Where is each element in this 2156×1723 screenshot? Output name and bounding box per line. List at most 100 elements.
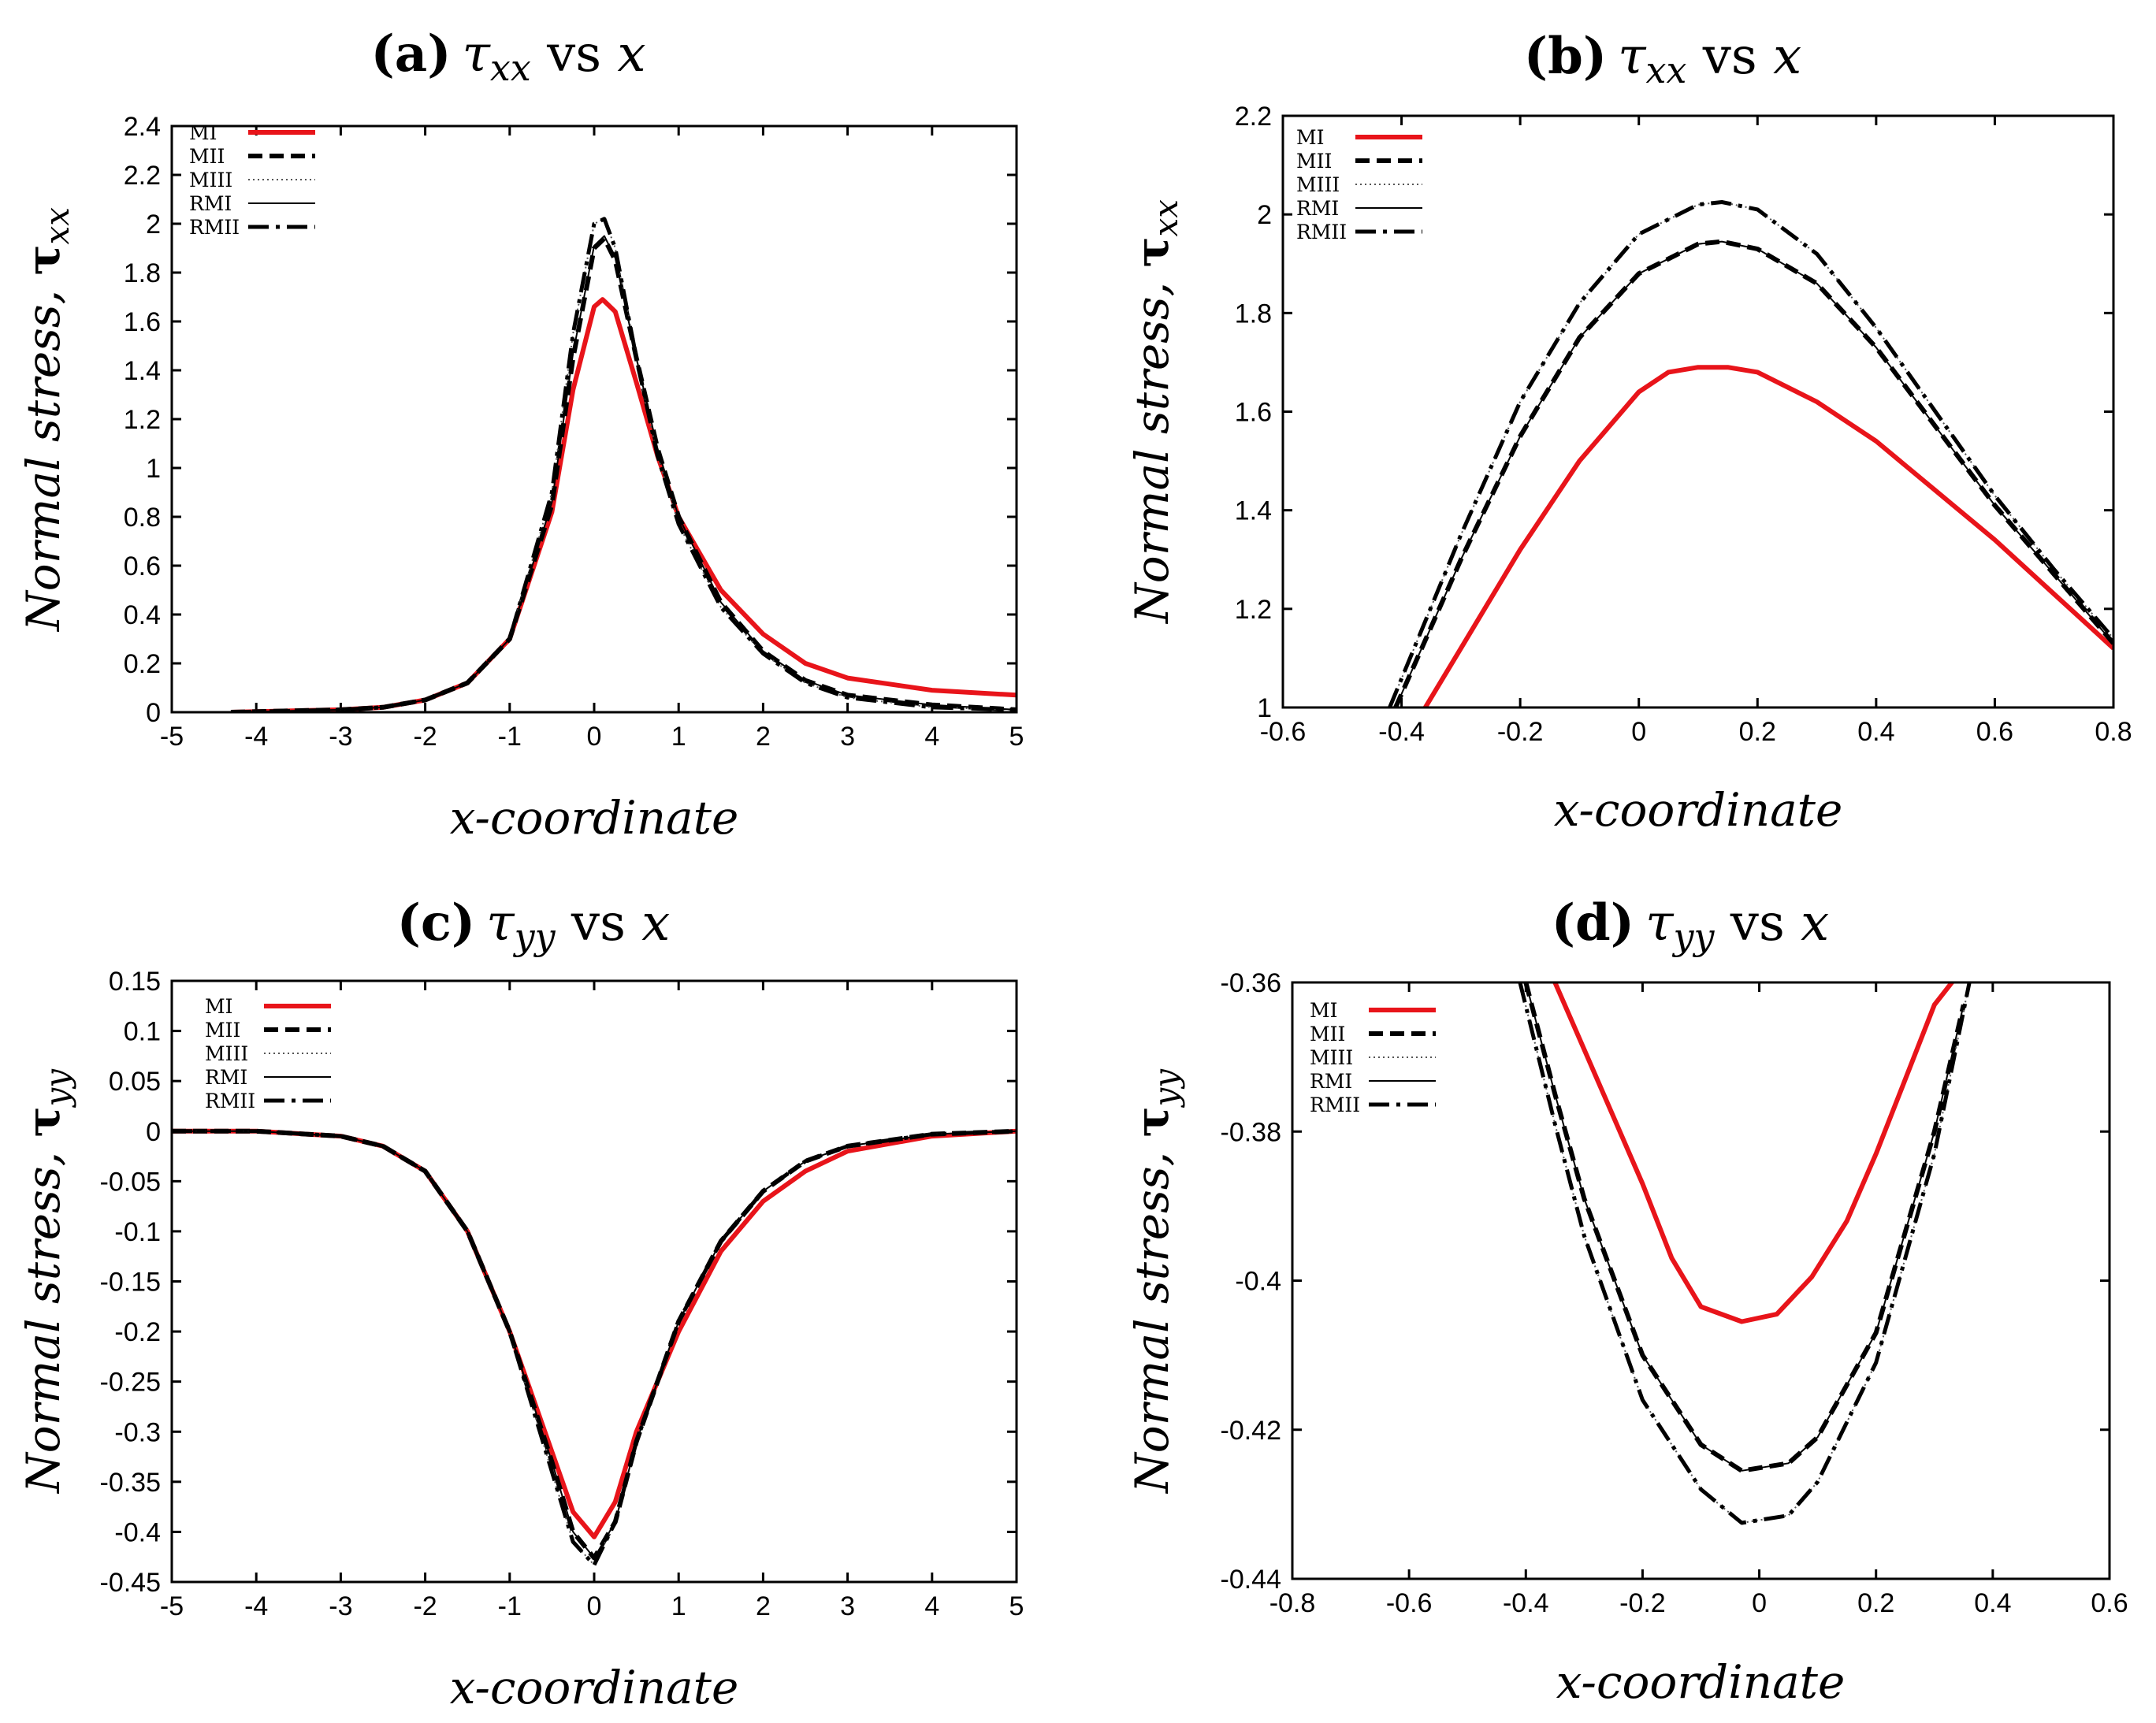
- series-line-mi: [1552, 982, 1955, 1324]
- panel-c: (c) τyy vs x -5 -4 -3 -2 -1 0 1 2 3 4 5 -0.45 -0.4 -0.3…: [17, 893, 1024, 1714]
- series-line-mi: [172, 1128, 1017, 1539]
- y-tick-label: 1.4: [124, 356, 161, 386]
- x-tick-label: 4: [924, 722, 939, 752]
- legend-label: MII: [1296, 150, 1332, 173]
- y-axis-label: Normal stress, τyy: [17, 1068, 76, 1495]
- legend-label: RMI: [205, 1066, 247, 1089]
- x-tick-label: 1: [671, 722, 686, 752]
- y-tick-label: 1.2: [124, 405, 161, 435]
- y-tick-label: -0.42: [1221, 1416, 1282, 1446]
- y-tick-label: 0.1: [124, 1017, 161, 1047]
- panel-title: (c) τyy vs x: [397, 893, 671, 958]
- panel-a: (a) τxx vs x -5 -4 -3 -2 -1 0 1 2 3 4 5 0 0.2 0.4 0.6 0.8…: [17, 24, 1024, 845]
- legend-label: RMII: [1296, 221, 1347, 243]
- x-axis-label: x-coordinate: [450, 1661, 739, 1714]
- x-tick-label: 2: [756, 1591, 771, 1621]
- series-line-rmi: [1395, 240, 2113, 707]
- y-tick-label: 2.2: [1235, 102, 1272, 132]
- y-tick-label: -0.1: [114, 1217, 161, 1247]
- y-tick-label: -0.36: [1221, 968, 1282, 998]
- legend-label: RMI: [1296, 197, 1339, 220]
- y-tick-label: 0.8: [124, 503, 161, 533]
- y-tick-label: -0.35: [100, 1468, 162, 1498]
- x-tick-label: 3: [840, 722, 855, 752]
- y-tick-label: 0.4: [124, 600, 161, 630]
- x-tick-label: -0.8: [1269, 1588, 1316, 1618]
- x-tick-label: 1: [671, 1591, 686, 1621]
- x-tick-label: -0.6: [1260, 717, 1307, 747]
- plot-frame: [1281, 114, 2115, 709]
- series-line-mii: [230, 236, 1017, 712]
- x-tick-label: 0.4: [1974, 1588, 2011, 1618]
- panel-title: (b) τxx vs x: [1524, 27, 1801, 91]
- series-line-rmii: [230, 217, 1017, 712]
- y-tick-label: -0.15: [100, 1268, 162, 1298]
- x-tick-label: -5: [160, 1591, 184, 1621]
- x-tick-label: -0.6: [1386, 1588, 1433, 1618]
- y-tick-label: -0.3: [114, 1417, 161, 1447]
- x-tick-label: -4: [244, 722, 268, 752]
- legend-label: RMII: [189, 216, 240, 239]
- y-tick-label: 1.8: [1235, 299, 1272, 329]
- series-line-mi: [230, 297, 1017, 712]
- x-axis-label: x-coordinate: [450, 791, 739, 845]
- series-line-rmi: [172, 1130, 1017, 1559]
- panel-title: (a) τxx vs x: [370, 24, 645, 89]
- legend-label: RMII: [1310, 1094, 1360, 1116]
- x-tick-label: -0.2: [1497, 717, 1544, 747]
- y-tick-label: -0.4: [114, 1517, 161, 1547]
- series-line-rmii: [1388, 200, 2113, 707]
- x-tick-label: -0.2: [1619, 1588, 1666, 1618]
- y-tick-label: -0.44: [1221, 1565, 1282, 1595]
- x-tick-label: -5: [160, 722, 184, 752]
- x-tick-label: 0.2: [1739, 717, 1776, 747]
- x-tick-label: 0.6: [1976, 717, 2013, 747]
- y-axis-label: Normal stress, τxx: [1125, 199, 1185, 625]
- x-tick-label: 5: [1009, 722, 1024, 752]
- legend-label: MII: [1310, 1023, 1345, 1045]
- y-tick-label: 0.05: [109, 1067, 161, 1097]
- legend-label: MIII: [205, 1042, 248, 1065]
- legend-label: MIII: [1310, 1046, 1353, 1069]
- y-tick-label: 0.6: [124, 551, 161, 581]
- x-tick-label: 0.2: [1857, 1588, 1894, 1618]
- series-line-rmii: [1518, 982, 1972, 1525]
- y-tick-label: -0.25: [100, 1368, 162, 1398]
- y-tick-label: 1.4: [1235, 496, 1272, 526]
- series-line-rmi: [1525, 982, 1965, 1472]
- series-line-mii: [172, 1128, 1017, 1561]
- panel-d: (d) τyy vs x -0.8 -0.6 -0.4 -0.2 0 0.2 0.4 0.6 -0.…: [1125, 893, 2128, 1709]
- legend-label: MII: [189, 145, 225, 168]
- y-tick-label: 2.4: [124, 112, 161, 142]
- x-axis-label: x-coordinate: [1556, 1655, 1846, 1709]
- legend-label: MII: [205, 1019, 240, 1042]
- series-line-miii: [1518, 982, 1971, 1524]
- x-tick-label: 0: [1631, 717, 1646, 747]
- y-tick-label: -0.45: [100, 1568, 162, 1598]
- legend-label: MI: [1310, 999, 1337, 1022]
- plot-frame: [1291, 981, 2111, 1580]
- y-tick-label: -0.05: [100, 1167, 162, 1197]
- y-tick-label: 2: [146, 210, 161, 240]
- y-tick-label: -0.4: [1235, 1267, 1281, 1297]
- legend-label: MIII: [189, 169, 232, 191]
- x-tick-label: -4: [244, 1591, 268, 1621]
- x-tick-label: 3: [840, 1591, 855, 1621]
- x-tick-label: 0: [1752, 1588, 1767, 1618]
- x-axis-label: x-coordinate: [1554, 783, 1843, 837]
- y-tick-label: 1.2: [1235, 595, 1272, 625]
- series-line-rmii: [172, 1129, 1017, 1567]
- x-tick-label: -0.4: [1378, 717, 1425, 747]
- y-tick-label: 2.2: [124, 161, 161, 191]
- legend-label: MIII: [1296, 173, 1340, 196]
- x-tick-label: 0.8: [2095, 717, 2132, 747]
- x-tick-label: -2: [413, 1591, 437, 1621]
- x-tick-label: -1: [498, 722, 522, 752]
- legend-label: RMI: [1310, 1070, 1352, 1093]
- y-tick-label: 1.8: [124, 258, 161, 288]
- series-line-mii: [1393, 239, 2113, 707]
- x-tick-label: -0.4: [1503, 1588, 1549, 1618]
